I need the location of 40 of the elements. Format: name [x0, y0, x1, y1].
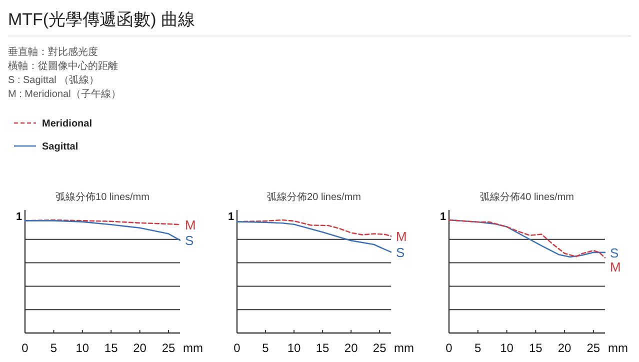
x-tick-label: 20 [133, 341, 147, 355]
x-tick-label: 25 [586, 341, 600, 355]
text: 1 [228, 211, 234, 223]
chart-title: 弧線分佈10 lines/mm [56, 191, 150, 203]
series-label: S [610, 245, 619, 260]
text: 橫軸：從圖像中心的距離 [8, 60, 118, 72]
text: 垂直軸：對比感光度 [8, 46, 98, 58]
x-tick-label: 0 [234, 341, 241, 355]
chart-title: 弧線分佈20 lines/mm [267, 191, 361, 203]
x-tick-label: 10 [500, 341, 514, 355]
x-tick-label: 20 [344, 341, 358, 355]
series-label: S [185, 233, 194, 248]
x-tick-label: 0 [446, 341, 453, 355]
series-label: S [396, 245, 405, 260]
text: MTF(光學傳遞函數) 曲線 [8, 10, 195, 29]
x-tick-label: 15 [316, 341, 330, 355]
x-tick-label: 20 [558, 341, 572, 355]
x-tick-label: 25 [162, 341, 176, 355]
text: Sagittal [42, 142, 78, 152]
series-label: M [396, 229, 407, 244]
x-axis-title: mm [183, 341, 203, 355]
x-tick-label: 5 [474, 341, 482, 355]
x-tick-label: 15 [528, 341, 543, 355]
text: 1 [16, 211, 22, 223]
x-tick-label: 10 [287, 341, 302, 355]
x-tick-label: 0 [22, 341, 29, 355]
x-tick-label: 10 [76, 341, 90, 355]
text: S : Sagittal （弧線） [8, 74, 100, 86]
text: 1 [440, 211, 446, 223]
x-tick-label: 15 [104, 341, 118, 355]
x-tick-label: 5 [262, 341, 270, 355]
series-label: M [185, 218, 196, 233]
series-label: M [610, 259, 621, 274]
text: M : Meridional（子午線） [8, 88, 121, 100]
x-tick-label: 25 [372, 341, 387, 355]
x-axis-title: mm [394, 341, 414, 355]
text: Meridional [42, 118, 92, 130]
chart-title: 弧線分佈40 lines/mm [480, 191, 574, 203]
x-tick-label: 5 [50, 341, 58, 355]
x-axis-title: mm [608, 341, 628, 355]
